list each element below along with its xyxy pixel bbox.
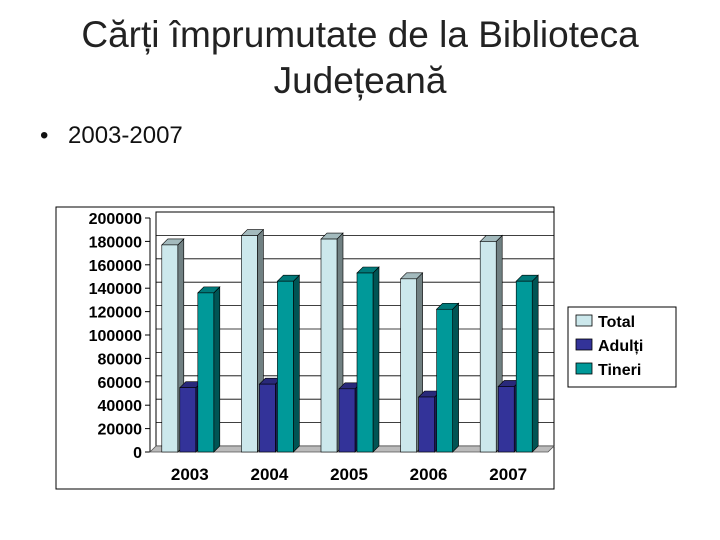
x-tick-label: 2003 bbox=[171, 465, 209, 484]
bar-tineri bbox=[197, 292, 215, 453]
y-tick-label: 80000 bbox=[98, 351, 143, 368]
slide-title-line-1: Cărți împrumutate de la Biblioteca bbox=[81, 14, 639, 55]
bar-total bbox=[241, 235, 258, 453]
bullet-text: 2003-2007 bbox=[68, 122, 183, 149]
y-tick-label: 100000 bbox=[89, 328, 142, 345]
y-tick-label: 200000 bbox=[89, 211, 142, 228]
legend-swatch bbox=[575, 362, 593, 375]
x-tick-label: 2006 bbox=[410, 465, 448, 484]
bar-side-tineri bbox=[213, 286, 221, 453]
bar-total bbox=[320, 238, 338, 453]
bar-side-tineri bbox=[452, 302, 459, 453]
bar-tineri bbox=[277, 280, 294, 453]
bar-side-tineri bbox=[293, 274, 300, 453]
bar-adulți bbox=[497, 386, 515, 453]
bar-total bbox=[161, 244, 179, 453]
x-tick-label: 2007 bbox=[489, 465, 527, 484]
x-tick-label: 2005 bbox=[330, 465, 368, 484]
bar-total bbox=[400, 278, 417, 453]
bar-side-tineri bbox=[372, 266, 380, 453]
slide-title: Cărți împrumutate de la Biblioteca Județ… bbox=[0, 12, 720, 104]
y-tick-label: 140000 bbox=[89, 281, 142, 298]
bar-total bbox=[479, 241, 497, 453]
bar-side-tineri bbox=[531, 274, 539, 453]
bullet-dot: • bbox=[40, 122, 49, 149]
y-tick-label: 40000 bbox=[98, 398, 143, 415]
bar-adulți bbox=[259, 383, 276, 453]
bar-tineri bbox=[356, 272, 374, 453]
bar-adulți bbox=[179, 387, 197, 453]
y-tick-label: 0 bbox=[133, 445, 142, 462]
y-tick-label: 20000 bbox=[98, 422, 143, 439]
legend-swatch bbox=[575, 338, 593, 351]
slide-title-line-2: Județeană bbox=[273, 60, 447, 101]
bar-adulți bbox=[338, 388, 356, 453]
legend-label: Adulți bbox=[598, 338, 643, 355]
y-tick-label: 120000 bbox=[89, 305, 142, 322]
y-tick-label: 60000 bbox=[98, 375, 143, 392]
bar-tineri bbox=[515, 280, 533, 453]
legend-label: Tineri bbox=[598, 362, 641, 379]
legend-label: Total bbox=[598, 314, 635, 331]
legend-swatch bbox=[575, 314, 593, 327]
bar-adulți bbox=[418, 396, 435, 453]
bullet-item: • 2003-2007 bbox=[40, 122, 183, 150]
y-tick-label: 160000 bbox=[89, 258, 142, 275]
y-tick-label: 180000 bbox=[89, 234, 142, 251]
x-tick-label: 2004 bbox=[250, 465, 288, 484]
bar-tineri bbox=[436, 308, 453, 453]
